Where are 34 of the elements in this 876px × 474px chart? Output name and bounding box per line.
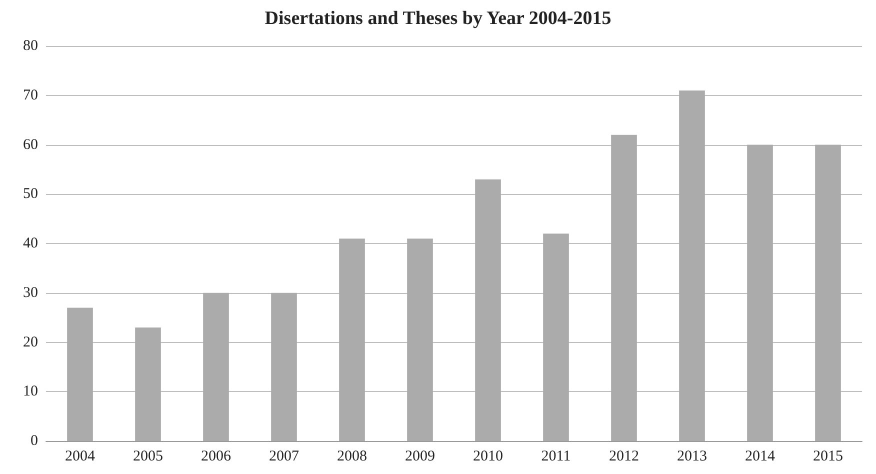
x-tick-label: 2008 <box>337 448 367 464</box>
y-tick-label: 40 <box>23 236 38 252</box>
bar <box>611 134 637 441</box>
y-tick-label: 80 <box>23 38 38 54</box>
y-tick-label: 60 <box>23 136 38 153</box>
y-tick-label: 50 <box>23 186 38 202</box>
chart-title: Disertations and Theses by Year 2004-2015 <box>264 8 612 29</box>
bar <box>815 144 841 441</box>
x-tick-label: 2014 <box>745 448 776 464</box>
x-tick-label: 2007 <box>269 448 300 464</box>
y-tick-label: 20 <box>23 334 38 350</box>
y-tick-label: 70 <box>23 87 38 104</box>
bar <box>407 238 433 441</box>
y-tick-label: 30 <box>23 284 38 301</box>
x-tick-label: 2015 <box>813 448 843 464</box>
bar <box>747 144 773 441</box>
x-tick-label: 2012 <box>609 448 639 464</box>
bar <box>271 292 297 441</box>
bar <box>543 234 569 441</box>
x-tick-label: 2013 <box>677 448 707 464</box>
bar <box>339 238 365 441</box>
bar <box>135 327 161 441</box>
x-tick-label: 2005 <box>133 448 163 464</box>
bar <box>67 308 93 441</box>
x-tick-label: 2010 <box>473 448 503 464</box>
x-tick-label: 2006 <box>201 448 232 464</box>
bar <box>475 179 501 441</box>
bar <box>203 292 229 441</box>
bar <box>679 90 705 441</box>
x-tick-label: 2011 <box>541 448 571 464</box>
x-tick-label: 2004 <box>65 448 96 464</box>
y-tick-label: 0 <box>30 433 38 449</box>
y-tick-label: 10 <box>23 384 38 400</box>
x-tick-label: 2009 <box>405 448 435 464</box>
